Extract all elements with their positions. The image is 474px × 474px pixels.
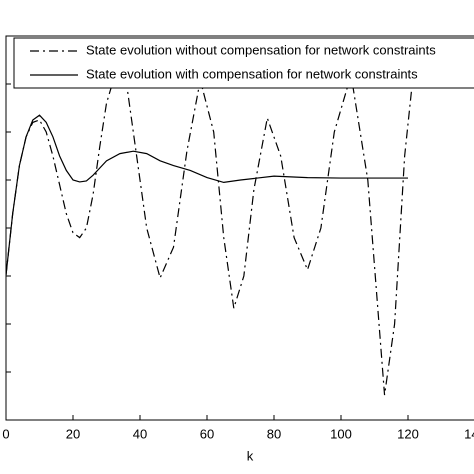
x-tick-label: 100	[330, 426, 352, 441]
x-tick-label: 120	[397, 426, 419, 441]
x-tick-label: 0	[2, 426, 9, 441]
legend-label: State evolution with compensation for ne…	[86, 66, 418, 81]
x-tick-label: 20	[66, 426, 80, 441]
series-line	[6, 59, 416, 396]
legend-label: State evolution without compensation for…	[86, 42, 436, 57]
x-axis-label: k	[247, 448, 254, 463]
legend-box	[13, 37, 474, 89]
x-tick-label: 40	[133, 426, 147, 441]
x-tick-label: 80	[267, 426, 281, 441]
x-tick-label: 140	[464, 426, 474, 441]
series-line	[6, 114, 408, 276]
x-tick-label: 60	[200, 426, 214, 441]
